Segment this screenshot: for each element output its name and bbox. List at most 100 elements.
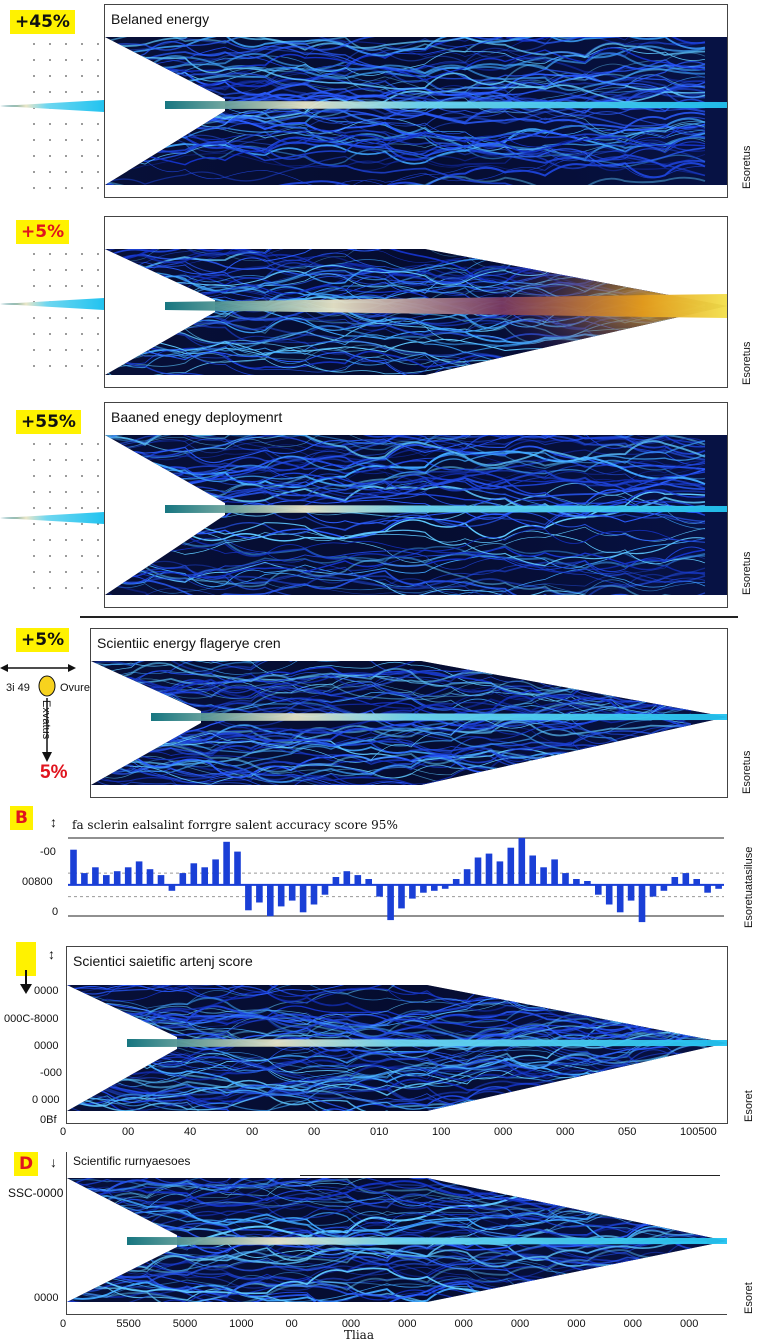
chart-d-letter: D <box>14 1152 39 1176</box>
energy-beam-1 <box>0 100 104 112</box>
chart-b-bar <box>190 863 198 885</box>
chart-c-arrow-down <box>20 970 32 994</box>
x-tick-label: 0 <box>60 1126 67 1138</box>
x-tick-label: 000 <box>454 1318 473 1330</box>
chart-d-top-rule <box>300 1175 720 1176</box>
chart-b-bar <box>452 879 460 885</box>
chart-b-bar <box>212 859 219 885</box>
chart-b-bar <box>463 869 471 885</box>
chart-b-bar <box>179 873 187 885</box>
chart-b-side-label: Esoretuatasiluse <box>743 846 755 928</box>
chart-b-ylabel-bottom: 0 <box>52 906 59 918</box>
chart-b-letter: B <box>10 806 33 830</box>
chart-c-ylabel-1: 000C-8000 <box>4 1013 59 1025</box>
x-tick-label: 010 <box>370 1126 389 1138</box>
x-tick-label: 5000 <box>172 1318 198 1330</box>
chart-b-bar <box>376 884 383 897</box>
chart-b-bar <box>573 879 580 885</box>
annotation-right-text: Ovure <box>60 682 90 694</box>
chart-b-bar <box>157 875 165 885</box>
side-labels-1: Esoretus <box>741 145 753 189</box>
chart-b-bar <box>288 884 296 901</box>
chart-b-plot <box>68 837 724 923</box>
chart-b-bar <box>496 861 504 885</box>
panel-title-4: Scientiic energy flagerye cren <box>97 635 281 651</box>
chart-b-bar <box>474 857 482 885</box>
dot-grid-3 <box>30 440 105 600</box>
chart-b-bar <box>616 884 624 913</box>
panel-title-1: Belaned energy <box>111 11 210 27</box>
side-labels-4: Esoretus <box>741 750 753 794</box>
chart-b-bar <box>223 841 230 885</box>
chart-b-bar <box>81 873 88 885</box>
annotation-left-text: 3i 49 <box>6 682 30 694</box>
energy-field-3 <box>105 435 727 595</box>
x-tick-label: 000 <box>494 1126 513 1138</box>
energy-field-1 <box>105 37 727 185</box>
chart-b-arrow: ↕ <box>50 814 57 830</box>
chart-b-bar <box>113 871 121 885</box>
chart-b-title: fa sclerin ealsalint forrgre salent accu… <box>72 818 398 832</box>
x-tick-label: 0 <box>60 1318 67 1330</box>
x-tick-label: 000 <box>510 1318 530 1330</box>
chart-b-bar <box>343 871 351 885</box>
chart-b-bar <box>420 884 427 893</box>
x-tick-label: 000 <box>567 1318 586 1330</box>
chart-b-bar <box>518 837 526 885</box>
chart-b-bar <box>540 867 547 885</box>
increase-badge-4: +5% <box>16 628 70 652</box>
side-labels-2: Esoretus <box>741 341 753 385</box>
chart-b-bar <box>168 884 176 891</box>
chart-b-bar <box>671 877 679 885</box>
chart-b-bar <box>234 851 241 885</box>
chart-b-bar <box>551 859 558 885</box>
chart-c-ylabel-2: 0000 <box>34 1040 59 1052</box>
energy-beam-2 <box>0 298 104 310</box>
chart-b-bar <box>649 884 657 897</box>
chart-b-bar <box>605 884 613 905</box>
chart-b-bar <box>310 884 318 905</box>
chart-b-bar <box>627 884 635 901</box>
chart-b-bar <box>103 875 110 885</box>
side-labels-3: Esoretus <box>741 551 753 595</box>
x-tick-label: 5500 <box>116 1318 141 1330</box>
chart-b-bar <box>507 847 515 885</box>
chart-b-bar <box>485 853 493 885</box>
chart-d-ylabel-1: 0000 <box>34 1292 59 1304</box>
section-divider <box>80 616 738 618</box>
energy-field-4 <box>91 661 727 785</box>
x-tick-label: 050 <box>618 1126 637 1138</box>
energy-field-2 <box>105 249 727 375</box>
chart-c-title: Scientici saietific artenj score <box>73 953 253 969</box>
chart-b-bar <box>256 884 263 903</box>
x-tick-label: 000 <box>680 1318 699 1330</box>
chart-b-bar <box>70 849 77 885</box>
chart-b-bar <box>245 884 252 911</box>
chart-b-bar <box>660 884 668 891</box>
x-tick-label: 1000 <box>229 1318 254 1330</box>
chart-c-ylabel-3: -000 <box>40 1067 63 1079</box>
chart-b-bar <box>299 884 307 913</box>
chart-b-bar <box>387 884 394 921</box>
x-tick-label: 000 <box>341 1318 361 1330</box>
x-tick-label: 00 <box>246 1126 259 1138</box>
chart-b-bar <box>135 861 143 885</box>
chart-d-side-label: Esoret <box>743 1282 755 1314</box>
chart-b-bar <box>638 884 646 923</box>
chart-d-panel: Scientific rurnyaesoes <box>66 1152 727 1315</box>
chart-b-bar <box>431 884 438 891</box>
x-tick-label: 000 <box>556 1126 575 1138</box>
x-tick-label: 00 <box>308 1126 321 1138</box>
chart-b-bar <box>529 855 536 885</box>
increase-badge-1: +45% <box>10 10 75 34</box>
chart-c-field <box>67 985 727 1111</box>
chart-c-ylabel-5: 0Bf <box>40 1114 57 1126</box>
chart-b-bar <box>441 884 449 889</box>
annotation-arrows <box>0 664 76 762</box>
chart-b-bar <box>562 873 569 885</box>
energy-beam-3 <box>0 512 104 524</box>
chart-c-ylabel-0: 0000 <box>34 985 59 997</box>
chart-b-bar <box>277 884 285 907</box>
chart-b-bar <box>332 877 340 885</box>
chart-d-title: Scientific rurnyaesoes <box>73 1154 191 1168</box>
